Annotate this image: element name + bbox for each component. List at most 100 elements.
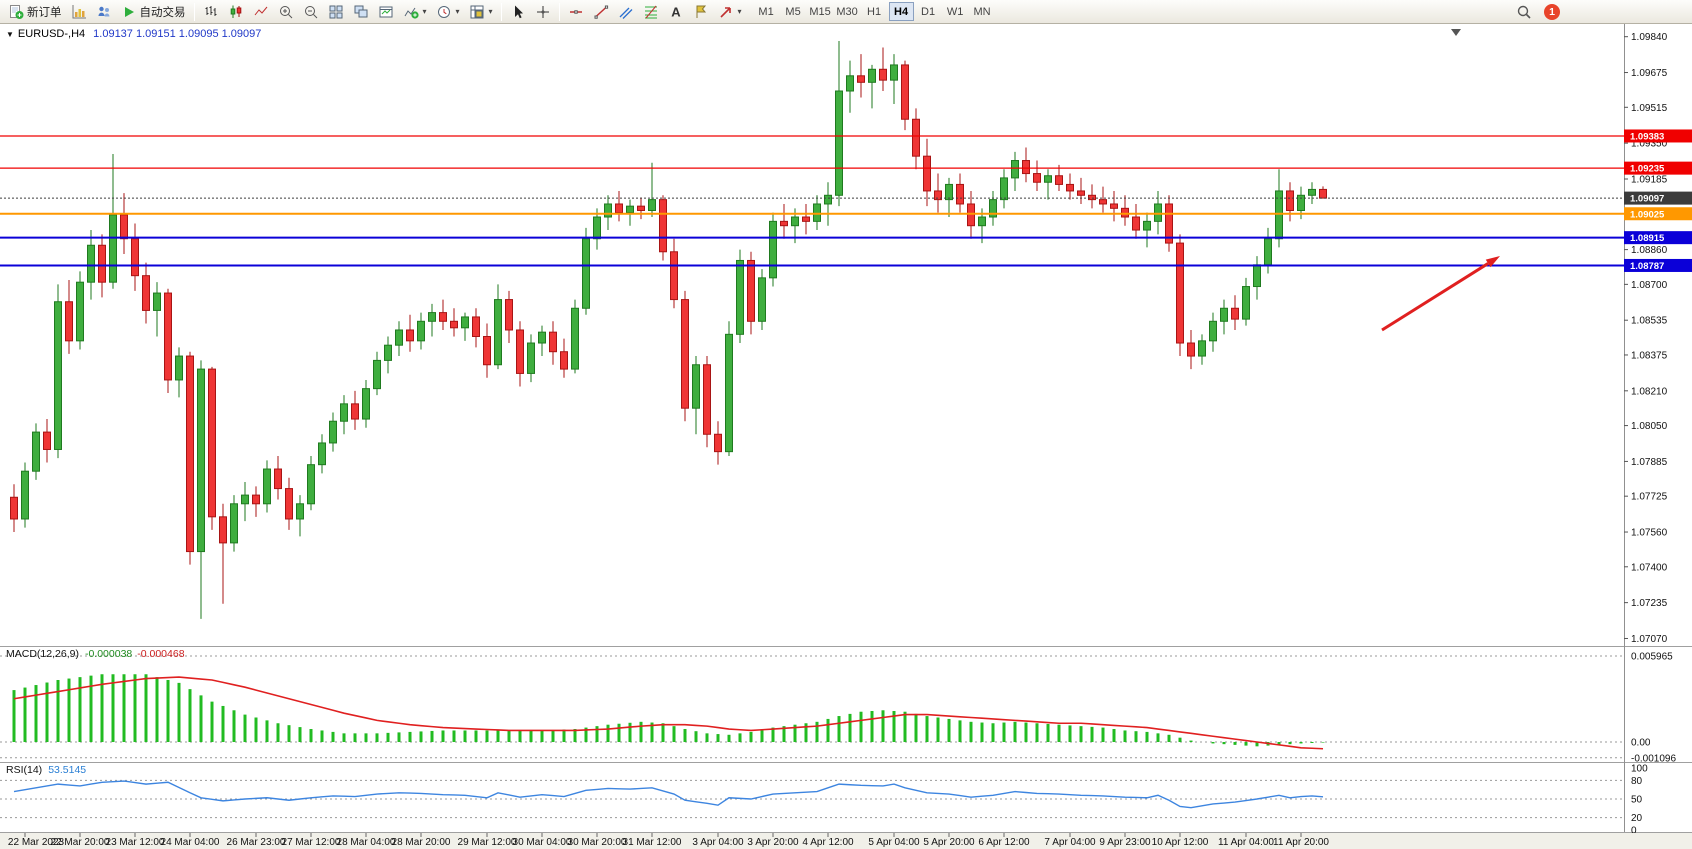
horizontal-line-tool-button[interactable] xyxy=(564,1,588,22)
periods-button[interactable]: ▾ xyxy=(432,1,464,22)
time-axis-label: 7 Apr 04:00 xyxy=(1044,837,1096,848)
chevron-down-icon: ▾ xyxy=(488,6,493,16)
timeframe-button-d1[interactable]: D1 xyxy=(916,2,941,21)
auto-trading-button[interactable]: 自动交易 xyxy=(117,1,190,22)
toolbar-separator xyxy=(193,2,195,21)
cursor-button[interactable] xyxy=(506,1,530,22)
candle-body xyxy=(736,259,744,335)
price-tag xyxy=(1624,258,1692,272)
zoom-in-icon xyxy=(279,5,292,18)
symbol-dropdown-icon[interactable]: ▼ xyxy=(6,30,14,39)
chart-window-button[interactable] xyxy=(374,1,398,22)
timeframe-button-mn[interactable]: MN xyxy=(970,2,995,21)
chevron-down-icon: ▾ xyxy=(737,6,742,16)
price-tag xyxy=(1624,207,1692,221)
candle-body xyxy=(1044,175,1052,183)
new-chart-button[interactable] xyxy=(67,1,91,22)
time-axis-label: 27 Mar 12:00 xyxy=(282,837,341,848)
price-chart-canvas[interactable]: 1.09840 1.09675 1.09515 1.09350 1.09185 1.090… xyxy=(0,24,1692,849)
price-tag xyxy=(1624,191,1692,205)
arrows-tool-button[interactable]: ▾ xyxy=(714,1,746,22)
time-axis[interactable] xyxy=(0,833,1692,849)
profiles-button[interactable] xyxy=(92,1,116,22)
notification-badge[interactable]: 1 xyxy=(1544,3,1560,20)
macd-axis-label: 0.00 xyxy=(1631,738,1651,749)
candle-body xyxy=(1253,264,1261,288)
candle-body xyxy=(329,420,337,444)
time-axis-label: 29 Mar 12:00 xyxy=(458,837,517,848)
time-axis-label: 3 Apr 04:00 xyxy=(692,837,744,848)
price-axis-label: 1.07885 xyxy=(1631,457,1668,468)
candle-body xyxy=(549,331,557,353)
new-chart-icon xyxy=(72,4,86,18)
time-axis-label: 31 Mar 12:00 xyxy=(623,837,682,848)
candle-body xyxy=(1000,177,1008,201)
label-tool-button[interactable] xyxy=(689,1,713,22)
arrow-annotation[interactable] xyxy=(1381,262,1489,332)
rsi-label: RSI(14) 53.5145 xyxy=(6,764,86,776)
price-axis-label: 1.07070 xyxy=(1631,634,1668,645)
crosshair-button[interactable] xyxy=(531,1,555,22)
tile-windows-button[interactable] xyxy=(324,1,348,22)
candle-body xyxy=(681,299,689,409)
timeframe-button-m1[interactable]: M1 xyxy=(754,2,779,21)
timeframe-button-w1[interactable]: W1 xyxy=(943,2,968,21)
candle-body xyxy=(384,344,392,361)
cascade-windows-icon xyxy=(354,5,367,17)
candle-body xyxy=(626,205,634,214)
text-tool-button[interactable]: A xyxy=(664,1,688,22)
rsi-axis-label: 50 xyxy=(1631,795,1643,806)
new-order-button[interactable]: 新订单 xyxy=(4,1,66,22)
crosshair-icon xyxy=(536,5,549,18)
time-axis-label: 22 Mar 2023 xyxy=(8,837,65,848)
candlestick-chart-button[interactable] xyxy=(224,1,248,22)
candle-body xyxy=(1187,342,1195,357)
channel-tool-button[interactable] xyxy=(614,1,638,22)
candle-body xyxy=(703,364,711,435)
price-tag-label: 1.09235 xyxy=(1630,164,1665,175)
toolbar-right-group: 1 xyxy=(1512,1,1560,22)
search-button[interactable] xyxy=(1512,1,1536,22)
candle-body xyxy=(813,203,821,222)
candle-body xyxy=(197,368,205,553)
cascade-windows-button[interactable] xyxy=(349,1,373,22)
trendline-tool-button[interactable] xyxy=(589,1,613,22)
price-axis-label: 1.07400 xyxy=(1631,562,1668,573)
time-axis-label: 28 Mar 20:00 xyxy=(392,837,451,848)
rsi-axis-label: 80 xyxy=(1631,776,1643,787)
candle-body xyxy=(219,516,227,544)
candle-body xyxy=(1220,307,1228,322)
bar-chart-button[interactable] xyxy=(199,1,223,22)
timeframe-button-h4[interactable]: H4 xyxy=(888,2,914,21)
price-tag-label: 1.09097 xyxy=(1630,194,1664,205)
candle-body xyxy=(934,190,942,201)
text-icon: A xyxy=(671,4,681,19)
timeframe-button-m30[interactable]: M30 xyxy=(835,2,860,21)
timeframe-button-h1[interactable]: H1 xyxy=(862,2,887,21)
zoom-in-button[interactable] xyxy=(274,1,298,22)
candle-body xyxy=(1121,207,1129,218)
price-axis-label: 1.07235 xyxy=(1631,598,1668,609)
timeframe-button-m15[interactable]: M15 xyxy=(808,2,833,21)
chart-shift-marker-icon xyxy=(1451,29,1461,36)
price-tag-label: 1.09025 xyxy=(1630,209,1665,220)
price-axis-label: 1.09840 xyxy=(1631,32,1668,43)
price-tag xyxy=(1624,129,1692,143)
price-axis-label: 1.08050 xyxy=(1631,421,1668,432)
new-order-label: 新订单 xyxy=(27,6,62,19)
candle-body xyxy=(1132,216,1140,231)
candle-body xyxy=(1154,203,1162,222)
candle-body xyxy=(1033,173,1041,183)
indicators-button[interactable]: ▾ xyxy=(399,1,431,22)
candle-body xyxy=(120,214,128,240)
bar-chart-icon xyxy=(205,5,216,16)
fibonacci-tool-button[interactable] xyxy=(639,1,663,22)
line-chart-button[interactable] xyxy=(249,1,273,22)
templates-button[interactable]: ▾ xyxy=(465,1,497,22)
candle-body xyxy=(142,275,150,311)
new-order-icon xyxy=(10,4,24,19)
zoom-out-button[interactable] xyxy=(299,1,323,22)
chevron-down-icon: ▾ xyxy=(455,6,460,16)
fibonacci-icon xyxy=(644,5,657,18)
timeframe-button-m5[interactable]: M5 xyxy=(781,2,806,21)
